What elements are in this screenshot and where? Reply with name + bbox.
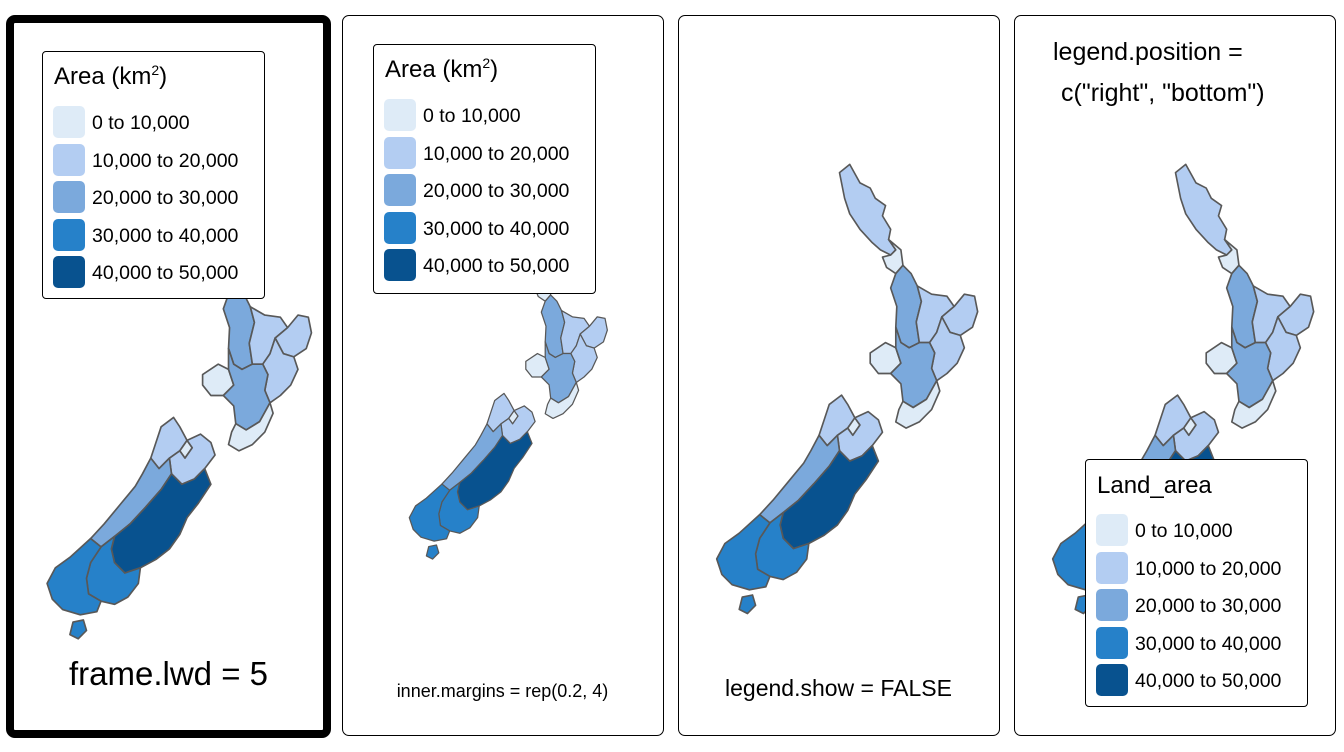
map-legend: Land_area 0 to 10,000 10,000 to 20,000 20,… <box>1085 459 1308 707</box>
legend-swatch <box>53 106 85 138</box>
legend-item: 40,000 to 50,000 <box>53 256 263 288</box>
legend-item: 20,000 to 30,000 <box>384 174 594 206</box>
region-stewart-island <box>425 544 440 560</box>
legend-swatch <box>1096 551 1128 584</box>
region-auckland <box>1217 238 1240 275</box>
legend-swatch <box>384 249 416 281</box>
region-wellington <box>227 401 274 452</box>
legend-swatch <box>1096 589 1128 621</box>
legend-title: Area (km2) <box>385 55 499 83</box>
region-southland <box>715 513 771 591</box>
legend-swatch <box>53 256 85 288</box>
legend-item-label: 20,000 to 30,000 <box>1135 595 1282 617</box>
region-stewart-island <box>738 594 757 615</box>
legend-swatch <box>384 211 416 244</box>
legend-item: 20,000 to 30,000 <box>1096 589 1306 621</box>
legend-item: 40,000 to 50,000 <box>1096 664 1306 696</box>
legend-item: 30,000 to 40,000 <box>53 218 263 251</box>
legend-item-label: 40,000 to 50,000 <box>423 255 570 277</box>
legend-item-label: 10,000 to 20,000 <box>92 149 239 172</box>
region-hawke-s-bay <box>928 316 966 382</box>
region-auckland <box>881 238 904 275</box>
legend-item-label: 30,000 to 40,000 <box>1135 632 1282 655</box>
legend-swatch <box>53 218 85 251</box>
map-panel-legend-hidden: legend.show = FALSE <box>678 15 1000 736</box>
region-wellington <box>1230 379 1277 429</box>
legend-item: 0 to 10,000 <box>384 99 594 131</box>
legend-item: 40,000 to 50,000 <box>384 249 594 281</box>
region-canterbury <box>456 431 533 511</box>
legend-item-label: 20,000 to 30,000 <box>423 180 570 202</box>
legend-item: 20,000 to 30,000 <box>53 181 263 213</box>
legend-item: 10,000 to 20,000 <box>1096 551 1306 584</box>
panel-caption: inner.margins = rep(0.2, 4) <box>396 681 609 701</box>
map-legend: Area (km2) 0 to 10,000 10,000 to 20,000 20… <box>42 51 265 299</box>
panel-caption: legend.show = FALSE <box>725 675 952 701</box>
legend-item: 0 to 10,000 <box>53 106 263 138</box>
map-panel-legend-position: legend.position = c("right", "bottom") L… <box>1014 15 1336 736</box>
map-panel-frame-lwd: Area (km2) 0 to 10,000 10,000 to 20,000 20… <box>6 15 331 738</box>
region-hawke-s-bay <box>1264 316 1302 382</box>
legend-swatch <box>53 143 85 176</box>
region-hawke-s-bay <box>570 333 598 384</box>
region-northland <box>1174 163 1233 256</box>
legend-swatch <box>1096 664 1128 696</box>
legend-item-label: 30,000 to 40,000 <box>92 224 239 247</box>
legend-item-label: 10,000 to 20,000 <box>1135 557 1282 580</box>
legend-item-label: 20,000 to 30,000 <box>92 187 239 209</box>
legend-item-label: 0 to 10,000 <box>423 105 521 127</box>
region-canterbury <box>110 467 212 574</box>
legend-item: 10,000 to 20,000 <box>53 143 263 176</box>
legend-swatch <box>53 181 85 213</box>
legend-title: Land_area <box>1097 472 1212 499</box>
legend-item: 0 to 10,000 <box>1096 514 1306 546</box>
panel-title-line-2: c("right", "bottom") <box>1061 79 1265 107</box>
nz-map <box>715 163 979 615</box>
legend-swatch <box>384 136 416 169</box>
legend-item-label: 40,000 to 50,000 <box>1135 670 1282 692</box>
legend-swatch <box>1096 626 1128 659</box>
region-southland <box>46 537 102 616</box>
legend-item-label: 40,000 to 50,000 <box>92 262 239 284</box>
legend-swatch <box>384 99 416 131</box>
legend-item-label: 0 to 10,000 <box>92 112 190 134</box>
region-wellington <box>544 381 580 420</box>
legend-item-label: 10,000 to 20,000 <box>423 142 570 165</box>
legend-item: 30,000 to 40,000 <box>384 211 594 244</box>
nz-map <box>46 182 313 640</box>
region-stewart-island <box>69 619 88 640</box>
legend-swatch <box>384 174 416 206</box>
region-southland <box>408 483 451 542</box>
region-canterbury <box>779 444 880 550</box>
legend-item: 10,000 to 20,000 <box>384 136 594 169</box>
region-wellington <box>894 379 941 429</box>
legend-item: 30,000 to 40,000 <box>1096 626 1306 659</box>
legend-item-label: 30,000 to 40,000 <box>423 217 570 240</box>
legend-title: Area (km2) <box>54 62 168 90</box>
legend-swatch <box>1096 514 1128 546</box>
region-northland <box>838 163 897 256</box>
map-legend: Area (km2) 0 to 10,000 10,000 to 20,000 20… <box>373 44 596 294</box>
panel-caption: frame.lwd = 5 <box>69 655 268 692</box>
legend-item-label: 0 to 10,000 <box>1135 520 1233 542</box>
map-panel-inner-margins: Area (km2) 0 to 10,000 10,000 to 20,000 20… <box>342 15 664 736</box>
region-hawke-s-bay <box>261 337 299 404</box>
panel-title-line-1: legend.position = <box>1053 38 1243 66</box>
